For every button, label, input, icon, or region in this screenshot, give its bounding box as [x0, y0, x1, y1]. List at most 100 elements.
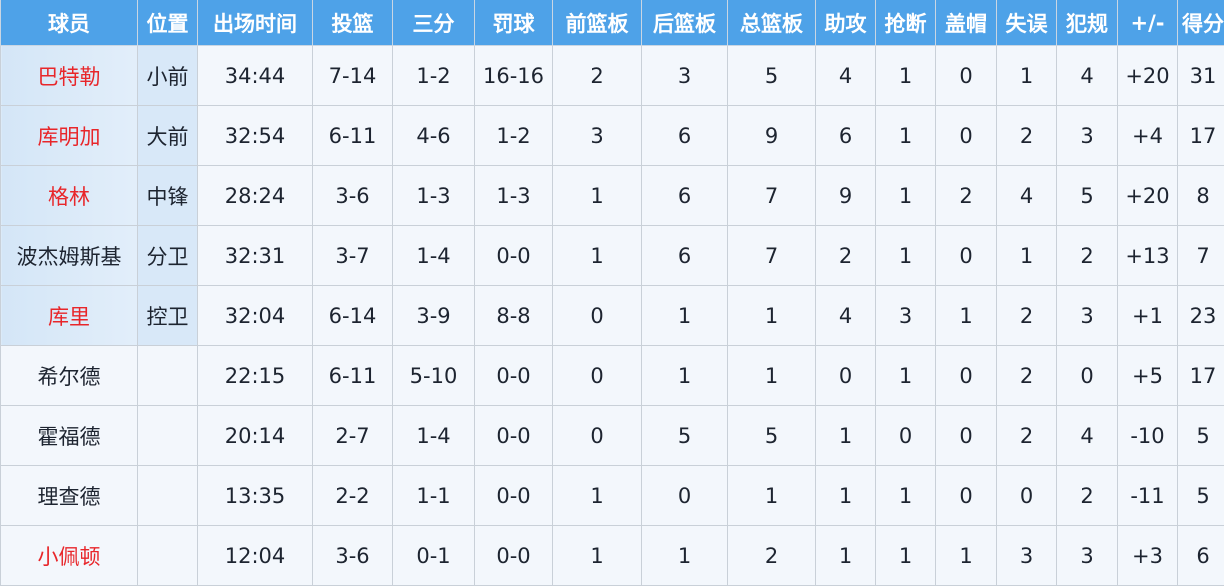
cell-reb: 1 — [728, 346, 816, 406]
cell-fg: 6-11 — [313, 106, 393, 166]
cell-ast: 6 — [816, 106, 876, 166]
cell-player: 库明加 — [1, 106, 138, 166]
cell-dreb: 6 — [642, 226, 728, 286]
cell-fg: 3-7 — [313, 226, 393, 286]
cell-three-pt: 1-4 — [393, 226, 475, 286]
cell-oreb: 1 — [553, 466, 642, 526]
cell-ast: 4 — [816, 286, 876, 346]
cell-tov: 3 — [997, 526, 1057, 586]
cell-three-pt: 1-4 — [393, 406, 475, 466]
cell-oreb: 1 — [553, 226, 642, 286]
header-position: 位置 — [138, 0, 198, 46]
header-pts: 得分 — [1178, 0, 1224, 46]
cell-oreb: 1 — [553, 166, 642, 226]
cell-ft: 1-2 — [475, 106, 553, 166]
cell-blk: 2 — [936, 166, 997, 226]
cell-player: 希尔德 — [1, 346, 138, 406]
header-ft: 罚球 — [475, 0, 553, 46]
cell-three-pt: 1-2 — [393, 46, 475, 106]
cell-reb: 7 — [728, 226, 816, 286]
cell-reb: 7 — [728, 166, 816, 226]
cell-position — [138, 466, 198, 526]
cell-player: 小佩顿 — [1, 526, 138, 586]
cell-stl: 3 — [876, 286, 936, 346]
header-pf: 犯规 — [1057, 0, 1118, 46]
cell-oreb: 1 — [553, 526, 642, 586]
header-stl: 抢断 — [876, 0, 936, 46]
cell-three-pt: 1-1 — [393, 466, 475, 526]
cell-dreb: 1 — [642, 346, 728, 406]
cell-tov: 2 — [997, 106, 1057, 166]
cell-plus-minus: +13 — [1118, 226, 1178, 286]
header-reb: 总篮板 — [728, 0, 816, 46]
cell-reb: 5 — [728, 46, 816, 106]
header-plus-minus: +/- — [1118, 0, 1178, 46]
cell-ft: 1-3 — [475, 166, 553, 226]
cell-position: 中锋 — [138, 166, 198, 226]
cell-position: 分卫 — [138, 226, 198, 286]
cell-player: 库里 — [1, 286, 138, 346]
header-tov: 失误 — [997, 0, 1057, 46]
cell-position: 控卫 — [138, 286, 198, 346]
cell-player: 霍福德 — [1, 406, 138, 466]
cell-tov: 1 — [997, 226, 1057, 286]
cell-minutes: 32:54 — [198, 106, 313, 166]
cell-reb: 2 — [728, 526, 816, 586]
cell-plus-minus: -10 — [1118, 406, 1178, 466]
cell-reb: 9 — [728, 106, 816, 166]
cell-blk: 0 — [936, 406, 997, 466]
header-fg: 投篮 — [313, 0, 393, 46]
cell-pts: 7 — [1178, 226, 1224, 286]
cell-ast: 4 — [816, 46, 876, 106]
cell-tov: 0 — [997, 466, 1057, 526]
cell-pf: 2 — [1057, 466, 1118, 526]
cell-minutes: 12:04 — [198, 526, 313, 586]
header-player: 球员 — [1, 0, 138, 46]
header-oreb: 前篮板 — [553, 0, 642, 46]
cell-dreb: 5 — [642, 406, 728, 466]
cell-ast: 1 — [816, 466, 876, 526]
cell-player: 巴特勒 — [1, 46, 138, 106]
cell-ast: 0 — [816, 346, 876, 406]
cell-reb: 1 — [728, 286, 816, 346]
cell-reb: 1 — [728, 466, 816, 526]
cell-pts: 31 — [1178, 46, 1224, 106]
cell-ft: 8-8 — [475, 286, 553, 346]
header-ast: 助攻 — [816, 0, 876, 46]
cell-three-pt: 3-9 — [393, 286, 475, 346]
cell-three-pt: 4-6 — [393, 106, 475, 166]
cell-ast: 1 — [816, 406, 876, 466]
cell-fg: 3-6 — [313, 526, 393, 586]
cell-pf: 3 — [1057, 286, 1118, 346]
cell-plus-minus: +20 — [1118, 46, 1178, 106]
cell-stl: 0 — [876, 406, 936, 466]
cell-player: 理查德 — [1, 466, 138, 526]
cell-pf: 0 — [1057, 346, 1118, 406]
cell-stl: 1 — [876, 526, 936, 586]
header-minutes: 出场时间 — [198, 0, 313, 46]
cell-pf: 4 — [1057, 46, 1118, 106]
cell-oreb: 0 — [553, 346, 642, 406]
cell-minutes: 28:24 — [198, 166, 313, 226]
cell-oreb: 3 — [553, 106, 642, 166]
cell-tov: 2 — [997, 346, 1057, 406]
cell-position — [138, 346, 198, 406]
cell-position: 小前 — [138, 46, 198, 106]
cell-oreb: 0 — [553, 286, 642, 346]
cell-plus-minus: +1 — [1118, 286, 1178, 346]
cell-tov: 1 — [997, 46, 1057, 106]
cell-blk: 0 — [936, 466, 997, 526]
cell-stl: 1 — [876, 346, 936, 406]
cell-pf: 2 — [1057, 226, 1118, 286]
cell-pf: 3 — [1057, 106, 1118, 166]
cell-stl: 1 — [876, 226, 936, 286]
cell-position — [138, 406, 198, 466]
cell-minutes: 13:35 — [198, 466, 313, 526]
